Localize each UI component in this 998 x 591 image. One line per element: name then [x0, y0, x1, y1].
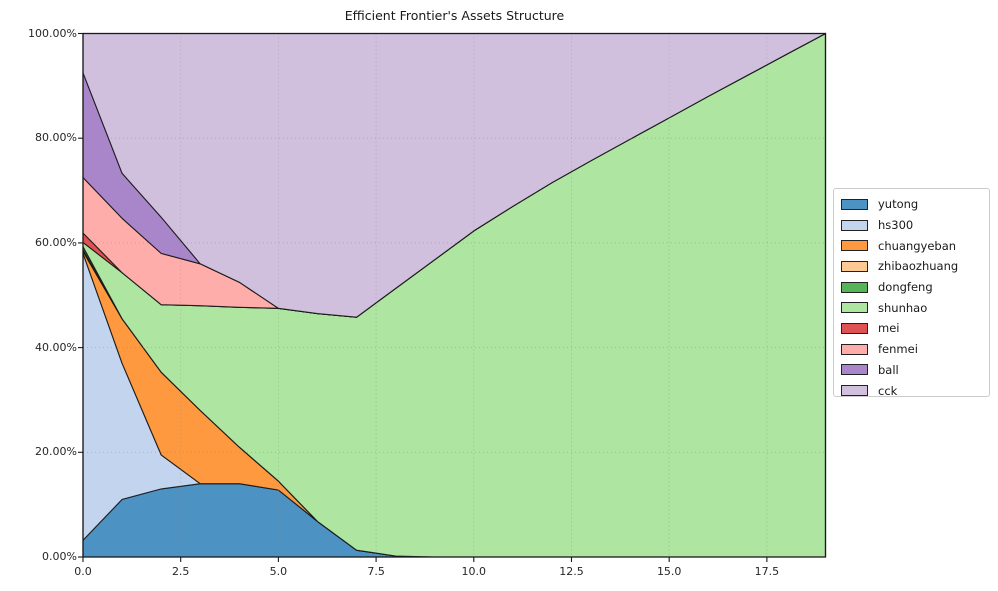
legend-swatch-fenmei	[841, 343, 868, 355]
y-tick-label-60: 60.00%	[35, 236, 77, 249]
legend: yutong hs300 chuangyeban zhibaozhuang dongfe…	[833, 188, 990, 398]
legend-item-yutong: yutong	[841, 194, 989, 215]
legend-swatch-chuangyeban	[841, 240, 868, 252]
legend-label-zhibaozhuang: zhibaozhuang	[878, 259, 959, 274]
legend-item-dongfeng: dongfeng	[841, 277, 989, 298]
legend-label-ball: ball	[878, 362, 899, 377]
legend-item-chuangyeban: chuangyeban	[841, 235, 989, 256]
x-tick-label-10: 10.0	[461, 565, 487, 578]
legend-rows: yutong hs300 chuangyeban zhibaozhuang dongfe…	[841, 194, 989, 401]
legend-label-cck: cck	[878, 383, 898, 398]
legend-swatch-ball	[841, 364, 868, 376]
chart-title: Efficient Frontier's Assets Structure	[344, 8, 565, 23]
y-tick-label-80: 80.00%	[35, 131, 77, 144]
legend-item-hs300: hs300	[841, 215, 989, 236]
x-tick-label-17.5: 17.5	[754, 565, 780, 578]
legend-item-fenmei: fenmei	[841, 339, 989, 360]
legend-label-yutong: yutong	[878, 197, 919, 212]
legend-label-shunhao: shunhao	[878, 300, 928, 315]
legend-label-mei: mei	[878, 321, 900, 336]
legend-item-cck: cck	[841, 380, 989, 401]
x-tick-label-7.5: 7.5	[367, 565, 385, 578]
legend-swatch-shunhao	[841, 302, 868, 314]
y-tick-label-40: 40.00%	[35, 341, 77, 354]
legend-item-mei: mei	[841, 318, 989, 339]
plot-border	[82, 32, 827, 558]
legend-swatch-yutong	[841, 198, 868, 210]
x-tick-label-2.5: 2.5	[171, 565, 190, 578]
legend-item-zhibaozhuang: zhibaozhuang	[841, 256, 989, 277]
legend-item-ball: ball	[841, 360, 989, 381]
legend-label-fenmei: fenmei	[878, 342, 918, 357]
x-tick-label-5: 5.0	[269, 565, 288, 578]
x-tick-label-15: 15.0	[656, 565, 682, 578]
legend-item-shunhao: shunhao	[841, 297, 989, 318]
legend-label-hs300: hs300	[878, 218, 914, 233]
y-tick-label-0: 0.00%	[42, 550, 77, 563]
legend-swatch-mei	[841, 322, 868, 334]
legend-swatch-dongfeng	[841, 281, 868, 293]
legend-swatch-zhibaozhuang	[841, 260, 868, 272]
y-tick-label-20: 20.00%	[35, 445, 77, 458]
legend-swatch-hs300	[841, 219, 868, 231]
y-tick-label-100: 100.00%	[28, 27, 77, 40]
legend-swatch-cck	[841, 385, 868, 397]
legend-label-chuangyeban: chuangyeban	[878, 238, 957, 253]
legend-label-dongfeng: dongfeng	[878, 280, 933, 295]
x-tick-label-12.5: 12.5	[559, 565, 584, 578]
x-tick-label-0: 0.0	[74, 565, 92, 578]
